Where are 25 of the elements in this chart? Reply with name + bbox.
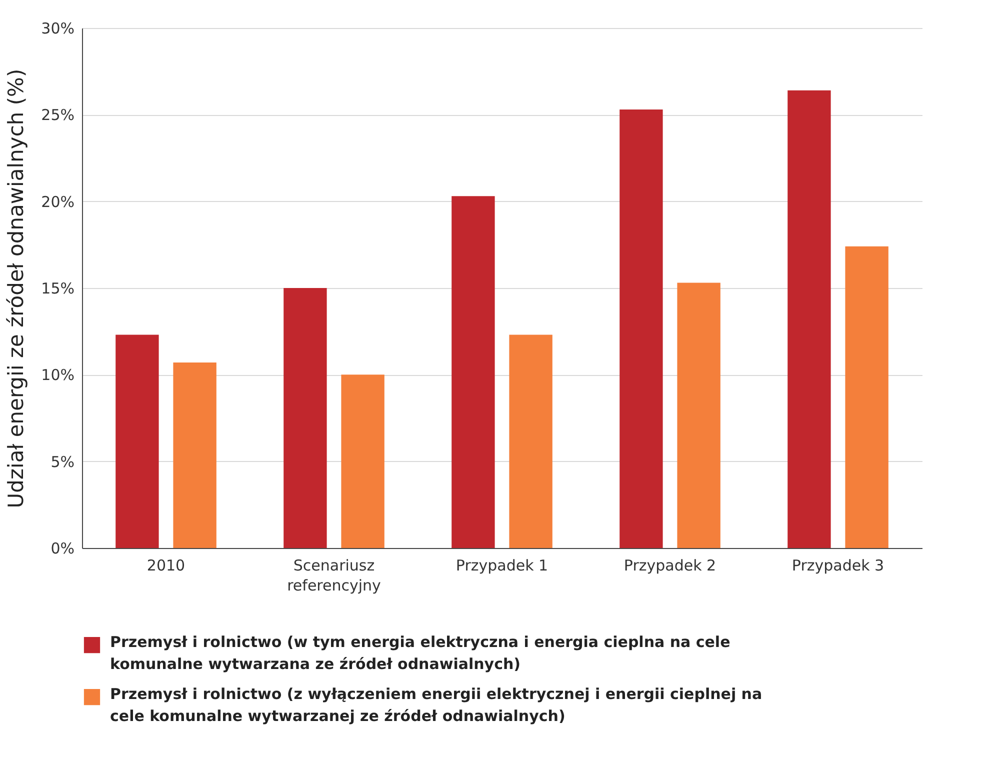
bar [341, 374, 384, 548]
legend-label: Przemysł i rolnictwo (z wyłączeniem energii elektrycznej i energii cieplnej na cele komunalne wytwarzanej ze źródeł odnawialnych) [110, 685, 762, 725]
y-axis-title: Udział energii ze źródeł odnawialnych (%) [4, 68, 28, 508]
bar [620, 109, 663, 548]
y-tick-label: 0% [50, 540, 74, 558]
bar [284, 288, 327, 548]
bar [677, 282, 720, 548]
legend-label: Przemysł i rolnictwo (w tym energia elektryczna i energia cieplna na cele komunalne wytwarzana ze źródeł odnawialnych) [110, 633, 730, 673]
bar [788, 90, 831, 548]
y-tick-label: 10% [41, 366, 74, 384]
x-tick-label: Przypadek 2 [624, 556, 716, 574]
bar [452, 196, 495, 548]
x-tick-label: 2010 [146, 556, 186, 574]
x-tick-label: Przypadek 3 [792, 556, 884, 574]
bar [845, 246, 888, 548]
x-tick-label: Scenariusz referencyjny [287, 556, 382, 594]
y-tick-label: 5% [50, 452, 74, 471]
y-tick-label: 25% [41, 106, 74, 124]
bar [116, 334, 159, 548]
bar [509, 334, 552, 548]
y-tick-label: 20% [41, 192, 74, 211]
x-tick-label: Przypadek 1 [456, 556, 548, 574]
y-tick-label: 30% [41, 20, 74, 38]
bar [173, 362, 216, 548]
y-tick-label: 15% [41, 280, 74, 298]
